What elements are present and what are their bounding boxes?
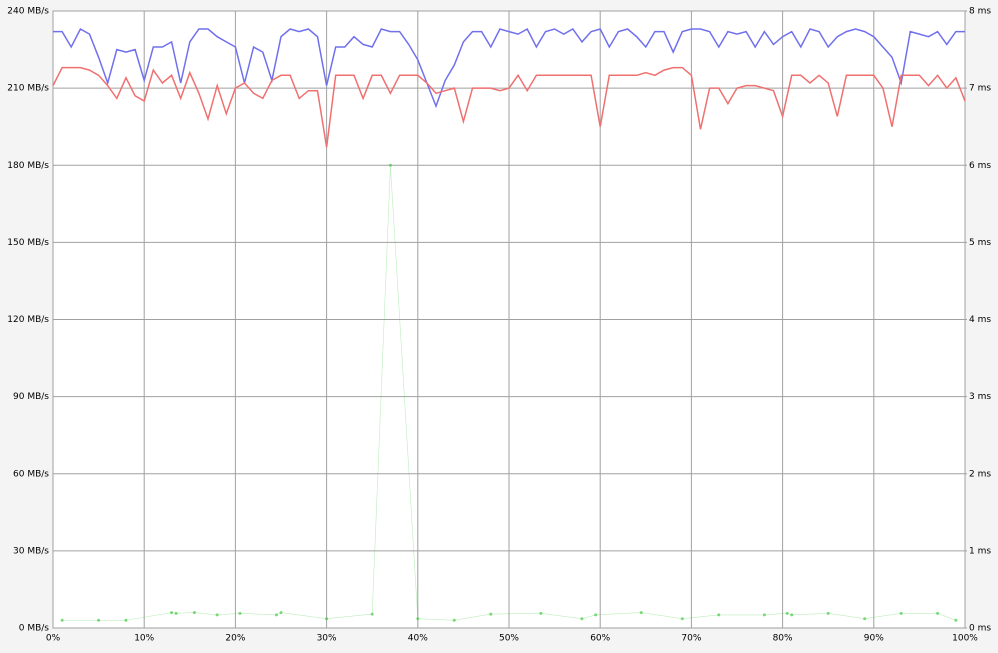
access-point [124, 618, 128, 622]
access-point [762, 613, 766, 617]
y-tick-label: 150 MB/s [7, 238, 49, 248]
access-point [639, 611, 643, 615]
access-point [594, 613, 598, 617]
x-tick-label: 80% [773, 634, 793, 644]
access-point [452, 618, 456, 622]
access-point [97, 618, 101, 622]
y2-tick-label: 1 ms [969, 546, 991, 556]
y-tick-label: 180 MB/s [7, 161, 49, 171]
y2-tick-label: 5 ms [969, 238, 991, 248]
access-point [826, 611, 830, 615]
access-point [717, 613, 721, 617]
y-tick-label: 90 MB/s [13, 392, 49, 402]
x-tick-label: 60% [590, 634, 610, 644]
series-line [53, 27, 965, 109]
x-tick-label: 20% [225, 634, 245, 644]
access-point [936, 611, 940, 615]
y2-tick-label: 6 ms [969, 161, 991, 171]
access-point [954, 618, 958, 622]
x-tick-label: 40% [408, 634, 428, 644]
y-tick-label: 120 MB/s [7, 315, 49, 325]
access-point [215, 613, 219, 617]
access-point [325, 617, 329, 621]
y-tick-label: 240 MB/s [7, 7, 49, 17]
access-point [580, 617, 584, 621]
x-tick-label: 70% [681, 634, 701, 644]
series-line [62, 165, 957, 621]
y2-tick-label: 0 ms [969, 624, 991, 634]
y2-tick-label: 4 ms [969, 315, 991, 325]
access-point [539, 611, 543, 615]
access-point [863, 617, 867, 621]
y-tick-label: 30 MB/s [13, 546, 49, 556]
access-point [174, 611, 178, 615]
access-point [680, 617, 684, 621]
access-point [279, 611, 283, 615]
x-tick-label: 100% [952, 634, 978, 644]
x-tick-label: 50% [499, 634, 519, 644]
access-point [170, 611, 174, 615]
y2-tick-label: 8 ms [969, 7, 991, 17]
y-tick-label: 210 MB/s [7, 84, 49, 94]
access-point [416, 617, 420, 621]
y-tick-label: 60 MB/s [13, 469, 49, 479]
access-point [899, 611, 903, 615]
y2-tick-label: 7 ms [969, 84, 991, 94]
series-line [52, 66, 966, 148]
y2-tick-label: 2 ms [969, 469, 991, 479]
access-point [370, 612, 374, 616]
y-tick-label: 0 MB/s [19, 624, 50, 634]
access-point [192, 611, 196, 615]
access-point [489, 612, 493, 616]
x-tick-label: 30% [317, 634, 337, 644]
access-point [790, 613, 794, 617]
access-point [785, 611, 789, 615]
y2-tick-label: 3 ms [969, 392, 991, 402]
access-point [388, 163, 392, 167]
access-point [238, 611, 242, 615]
x-tick-label: 10% [134, 634, 154, 644]
access-point [274, 613, 278, 617]
x-tick-label: 90% [864, 634, 884, 644]
access-point [60, 618, 64, 622]
x-tick-label: 0% [46, 634, 61, 644]
